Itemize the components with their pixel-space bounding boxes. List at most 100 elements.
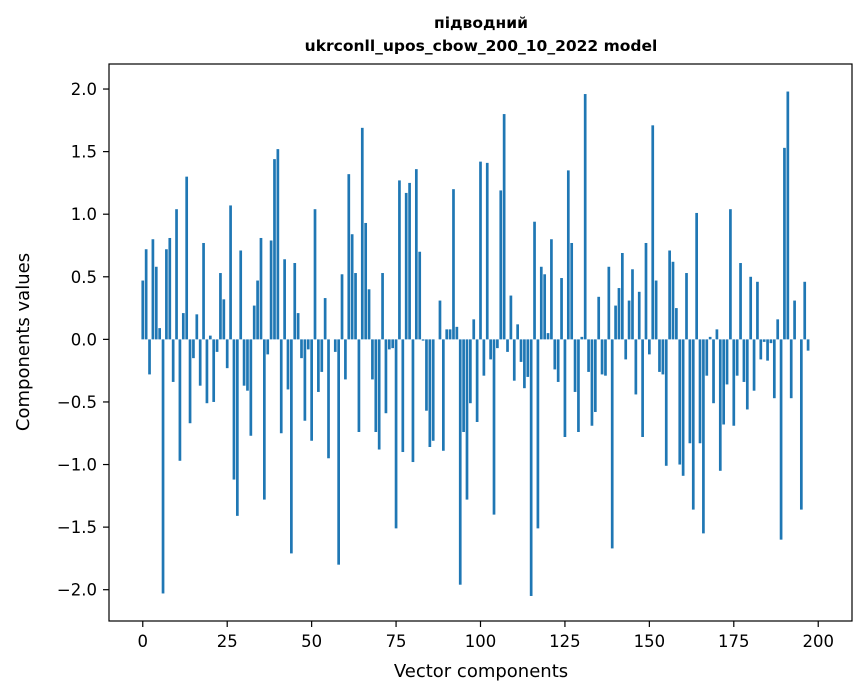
bar — [718, 339, 722, 471]
x-axis-label: Vector components — [394, 661, 568, 682]
bar — [425, 339, 428, 411]
bar — [560, 278, 563, 340]
bar — [165, 249, 168, 340]
bar — [404, 192, 408, 340]
bar — [337, 339, 340, 565]
bar — [742, 339, 746, 382]
y-tick-label: 1.0 — [71, 205, 97, 224]
bar — [708, 336, 712, 340]
bar — [452, 189, 455, 340]
bar — [482, 339, 486, 376]
bar — [347, 174, 351, 340]
bar — [246, 339, 249, 391]
bar — [688, 339, 692, 444]
bar — [286, 339, 290, 390]
bar — [148, 339, 151, 375]
bar — [158, 328, 162, 340]
bar — [553, 339, 557, 370]
bar — [448, 329, 452, 340]
bar — [543, 274, 547, 340]
bar — [296, 313, 300, 340]
bar — [779, 339, 783, 540]
bar — [252, 305, 256, 340]
bar — [627, 300, 631, 340]
bar — [465, 339, 469, 500]
bar — [350, 234, 354, 340]
bar — [192, 339, 195, 359]
bar — [469, 339, 472, 404]
bar — [624, 339, 628, 360]
bar — [772, 339, 776, 399]
bar — [266, 339, 270, 355]
bar — [408, 182, 411, 340]
bar — [219, 273, 222, 340]
bar — [685, 273, 688, 340]
y-tick-label: −1.0 — [57, 456, 97, 475]
bar — [428, 339, 432, 448]
bar — [556, 339, 560, 382]
x-tick-label: 175 — [718, 632, 750, 651]
bar — [202, 242, 205, 340]
bars-group — [141, 91, 810, 596]
bar — [208, 335, 212, 340]
bar — [533, 221, 536, 340]
bar — [664, 339, 668, 466]
bar — [799, 339, 803, 510]
bar — [759, 339, 763, 360]
bar — [171, 339, 175, 382]
bar — [776, 319, 780, 340]
bar — [536, 339, 540, 529]
bar — [229, 205, 232, 340]
bar — [276, 149, 280, 340]
bar — [333, 339, 337, 352]
x-tick-label: 0 — [138, 632, 149, 651]
bar — [725, 339, 729, 385]
x-axis-ticks: 0 25 50 75 100 125 150 175 200 — [138, 621, 834, 651]
bar — [590, 339, 594, 426]
bar — [691, 339, 695, 510]
y-axis-label: Components values — [13, 253, 34, 431]
bar — [283, 259, 286, 340]
chart-title-line-1: підводний — [434, 14, 528, 32]
y-tick-label: −1.5 — [57, 518, 97, 537]
bar — [475, 339, 479, 422]
bar — [715, 329, 719, 340]
bar — [340, 274, 344, 340]
bar — [566, 170, 570, 340]
bar — [235, 339, 239, 516]
bar — [442, 339, 445, 451]
bar — [279, 339, 283, 434]
bar — [181, 313, 185, 340]
bar — [570, 242, 574, 340]
x-tick-label: 150 — [634, 632, 666, 651]
bar — [273, 159, 276, 340]
bar — [675, 308, 678, 340]
bar — [634, 339, 638, 395]
bar — [573, 339, 577, 392]
bar — [661, 339, 665, 375]
bar — [323, 298, 327, 340]
bar — [232, 339, 236, 480]
bar — [141, 280, 145, 340]
bar — [600, 339, 604, 375]
bar — [766, 339, 769, 361]
bar — [651, 125, 655, 340]
chart-title-line-2: ukrconll_upos_cbow_200_10_2022 model — [305, 37, 658, 55]
bar — [198, 339, 202, 386]
bar — [479, 161, 482, 340]
bar — [327, 339, 330, 459]
bar — [631, 269, 634, 340]
bar — [178, 339, 182, 461]
bar — [519, 339, 523, 362]
bar — [151, 239, 155, 340]
bar — [161, 339, 165, 594]
bar — [357, 339, 361, 432]
bar — [529, 339, 533, 596]
bar — [698, 339, 702, 444]
bar — [739, 263, 742, 340]
bar — [702, 339, 705, 534]
bar — [678, 339, 682, 465]
bar — [411, 339, 415, 463]
bar — [712, 339, 715, 404]
bar — [212, 339, 216, 402]
